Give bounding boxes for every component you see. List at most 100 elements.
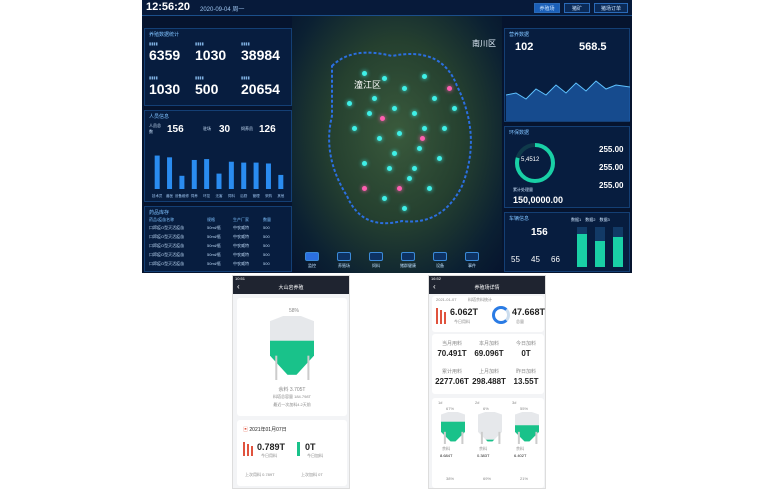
- farm-marker-icon[interactable]: [422, 126, 427, 131]
- farm-marker-icon[interactable]: [407, 176, 412, 181]
- bar-label-7: 后勤: [240, 193, 248, 198]
- vehicle-bar: [577, 227, 587, 267]
- phone-1: 10:51 ‹ 大山岩养殖 58% 余料 3.705T 料塔总容量 184.79…: [232, 275, 350, 489]
- vehicle-c: 45: [531, 255, 540, 264]
- bar-label-1: 兽医: [166, 193, 173, 198]
- farm-marker-icon[interactable]: [377, 136, 382, 141]
- vehicle-legend: 数据1 数据2 数据3: [571, 217, 610, 222]
- monitor-icon: [305, 252, 319, 261]
- drug-header: 药品/疫苗名称 规格 生产厂家 数量: [149, 217, 271, 222]
- map-btn-health[interactable]: 猪群健康: [398, 252, 418, 269]
- phone2-tab[interactable]: 料塔余料统计: [468, 297, 492, 302]
- map-btn-farm[interactable]: 养殖场: [334, 252, 354, 269]
- alert-marker-icon[interactable]: [362, 186, 367, 191]
- phone2-today: 6.062T: [450, 307, 479, 317]
- farm-marker-icon[interactable]: [382, 76, 387, 81]
- vehicle-bar: [595, 227, 605, 267]
- phone2-silo-pct-row2: 38%: [446, 476, 455, 481]
- bar-10: [278, 174, 284, 189]
- back-icon[interactable]: ‹: [237, 282, 240, 291]
- farm-marker-icon[interactable]: [387, 166, 392, 171]
- top-button-orders[interactable]: 猪场订单: [594, 3, 628, 13]
- map-view[interactable]: 潼江区 南川区 监控 养殖场 饲料 猪群健康 设备 事件: [292, 16, 502, 273]
- phone2-stat-cell: 当月用料 70.491T: [437, 341, 467, 358]
- top-button-mine[interactable]: 猪矿: [564, 3, 590, 13]
- phone2-summary: 2021-01-07 料塔余料统计 6.062T 今日用料 47.668T 总量: [432, 296, 545, 332]
- phone2-silo-item[interactable]: 2# 6% 余料 0.383T: [473, 398, 507, 468]
- map-btn-event[interactable]: 事件: [462, 252, 482, 269]
- farm-marker-icon[interactable]: [362, 71, 367, 76]
- bar-label-3: 饲养: [191, 193, 198, 198]
- farm-marker-icon[interactable]: [432, 96, 437, 101]
- drug-row: 口蹄疫O型灭活疫苗 50ml/瓶 中农威特 500: [149, 261, 270, 266]
- farm-marker-icon[interactable]: [437, 156, 442, 161]
- map-btn-feed[interactable]: 饲料: [366, 252, 386, 269]
- farm-marker-icon[interactable]: [367, 111, 372, 116]
- vehicle-b: 55: [511, 255, 520, 264]
- phone2-silo-list: 1# 67% 余料 8.684T 2# 6% 余料 0.383T 3# 55% 余料 6.402T 38…: [432, 398, 544, 488]
- farm-marker-icon[interactable]: [402, 206, 407, 211]
- phone1-silo-graphic: [270, 316, 314, 380]
- farm-marker-icon[interactable]: [427, 186, 432, 191]
- alert-marker-icon[interactable]: [397, 186, 402, 191]
- farm-marker-icon[interactable]: [417, 146, 422, 151]
- bar-8: [253, 162, 259, 189]
- vehicle-title: 车辆信息: [509, 216, 530, 222]
- phone1-last: 最近一次加料4.2天前: [273, 402, 311, 407]
- env-r1: 255.00: [599, 145, 624, 154]
- phone2-date: 2021-01-07: [436, 297, 457, 302]
- farm-marker-icon[interactable]: [442, 126, 447, 131]
- bar-7: [241, 162, 247, 189]
- bar-label-4: 环控: [203, 193, 211, 198]
- device-icon: [433, 252, 447, 261]
- farm-marker-icon[interactable]: [392, 106, 397, 111]
- alert-marker-icon[interactable]: [447, 86, 452, 91]
- env-panel: 环保数据 5,4512 累计处理量 150,0000.00 255.00 255…: [504, 126, 630, 208]
- farm-marker-icon[interactable]: [422, 74, 427, 79]
- alert-marker-icon[interactable]: [420, 136, 425, 141]
- bar-4: [204, 159, 210, 189]
- phone2-stat-cell: 今日加料 0T: [515, 341, 536, 358]
- feed-icon: [369, 252, 383, 261]
- farm-marker-icon[interactable]: [382, 196, 387, 201]
- phone2-silo-item[interactable]: 1# 67% 余料 8.684T: [436, 398, 470, 468]
- bar-2: [179, 175, 185, 189]
- drug-title: 药品库存: [149, 210, 170, 216]
- map-btn-device[interactable]: 设备: [430, 252, 450, 269]
- farm-marker-icon[interactable]: [412, 111, 417, 116]
- people-total-value: 156: [167, 124, 184, 135]
- farm-marker-icon[interactable]: [397, 131, 402, 136]
- alert-marker-icon[interactable]: [380, 116, 385, 121]
- calendar-icon: ▣: [243, 427, 249, 433]
- phone1-add-bar-icon: [297, 442, 300, 456]
- phone2-silo-item[interactable]: 3# 55% 余料 6.402T: [510, 398, 544, 468]
- back-icon[interactable]: ‹: [433, 282, 436, 291]
- farm-marker-icon[interactable]: [402, 86, 407, 91]
- farm-marker-icon[interactable]: [347, 101, 352, 106]
- phone1-remain: 余料 3.705T: [278, 387, 306, 393]
- farm-marker-icon[interactable]: [352, 126, 357, 131]
- farm-marker-icon[interactable]: [412, 166, 417, 171]
- bar-0: [154, 155, 160, 189]
- phone1-silo-card: 58% 余料 3.705T 料塔总容量 184.798T 最近一次加料4.2天前: [237, 298, 347, 416]
- phone1-date: ▣ 2021年01月07日: [243, 427, 287, 433]
- farm-marker-icon[interactable]: [372, 96, 377, 101]
- bar-label-5: 无害: [216, 193, 223, 198]
- phone2-stat-cell: 累计用料 2277.06T: [435, 369, 469, 386]
- phone2-title: 养殖场详情: [474, 285, 500, 291]
- people-total-label: 人员总数: [149, 123, 161, 134]
- farm-marker-icon[interactable]: [452, 106, 457, 111]
- env-r3: 255.00: [599, 181, 624, 190]
- phone1-header: 10:51 ‹ 大山岩养殖: [233, 276, 349, 294]
- phone2-ring-icon: [492, 306, 510, 324]
- farm-marker-icon[interactable]: [362, 161, 367, 166]
- env-gauge-label: 累计处理量: [513, 187, 533, 192]
- phone1-silo-pct: 58%: [289, 308, 300, 314]
- map-btn-monitor[interactable]: 监控: [302, 252, 322, 269]
- farm-marker-icon[interactable]: [392, 151, 397, 156]
- bar-label-2: 设备维修: [175, 193, 189, 198]
- phone2-stat-cell: 上月加料 298.488T: [472, 369, 506, 386]
- bar-3: [191, 159, 197, 189]
- people-keeper-label: 饲养员: [241, 126, 253, 131]
- top-button-farm[interactable]: 养殖场: [534, 3, 560, 13]
